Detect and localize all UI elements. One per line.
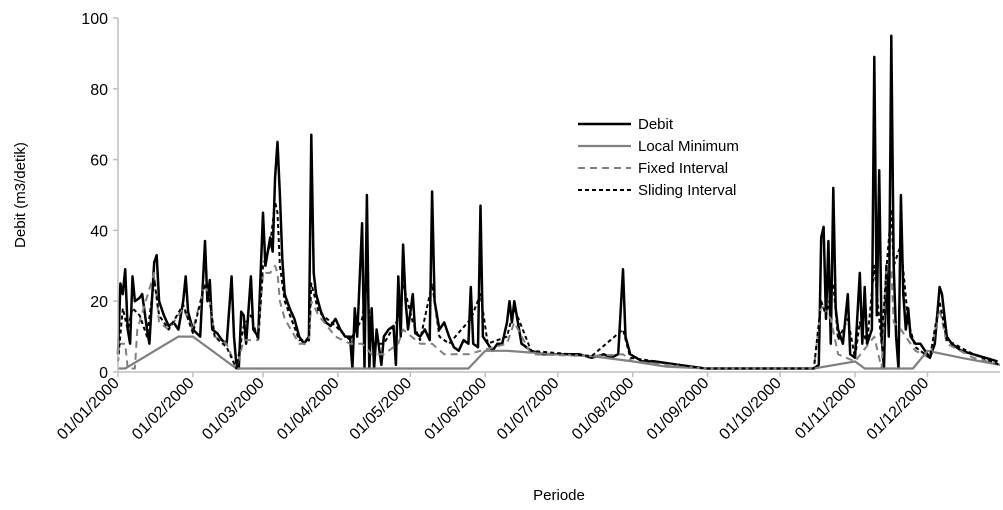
x-tick-label: 01/12/2000 bbox=[864, 375, 933, 444]
legend: Debit Local Minimum Fixed Interval Sliding … bbox=[578, 116, 739, 199]
legend-label-fixed-interval: Fixed Interval bbox=[638, 160, 728, 177]
x-tick-label: 01/05/2000 bbox=[347, 375, 416, 444]
y-tick-label: 20 bbox=[90, 294, 108, 311]
x-ticks: 01/01/2000 01/02/2000 01/03/2000 01/04/2000… bbox=[54, 372, 932, 443]
series-line-sliding-interval bbox=[117, 201, 1001, 370]
y-axis-title: Debit (m3/detik) bbox=[12, 142, 29, 248]
legend-label-debit: Debit bbox=[638, 116, 674, 133]
x-tick-label: 01/03/2000 bbox=[199, 375, 268, 444]
y-tick-label: 0 bbox=[99, 365, 108, 382]
x-tick-label: 01/08/2000 bbox=[569, 375, 638, 444]
y-tick-label: 40 bbox=[90, 223, 108, 240]
y-tick-label: 80 bbox=[90, 82, 108, 99]
x-axis-title: Periode bbox=[533, 487, 585, 504]
x-tick-label: 01/07/2000 bbox=[494, 375, 563, 444]
y-ticks: 0 20 40 60 80 100 bbox=[81, 11, 118, 382]
legend-label-sliding-interval: Sliding Interval bbox=[638, 182, 736, 199]
x-tick-label: 01/11/2000 bbox=[792, 375, 860, 443]
axes bbox=[117, 18, 1000, 373]
x-tick-label: 01/02/2000 bbox=[129, 375, 198, 444]
x-tick-label: 01/09/2000 bbox=[644, 375, 713, 444]
series-line-fixed-interval bbox=[118, 264, 1001, 370]
x-tick-label: 01/06/2000 bbox=[421, 375, 490, 444]
series-line-debit bbox=[116, 34, 998, 370]
y-tick-label: 100 bbox=[81, 11, 108, 28]
x-tick-label: 01/01/2000 bbox=[54, 375, 123, 444]
x-tick-label: 01/04/2000 bbox=[274, 375, 343, 444]
series-layer bbox=[116, 34, 1001, 370]
y-tick-label: 60 bbox=[90, 153, 108, 170]
legend-label-local-minimum: Local Minimum bbox=[638, 138, 739, 155]
x-tick-label: 01/10/2000 bbox=[716, 375, 785, 444]
